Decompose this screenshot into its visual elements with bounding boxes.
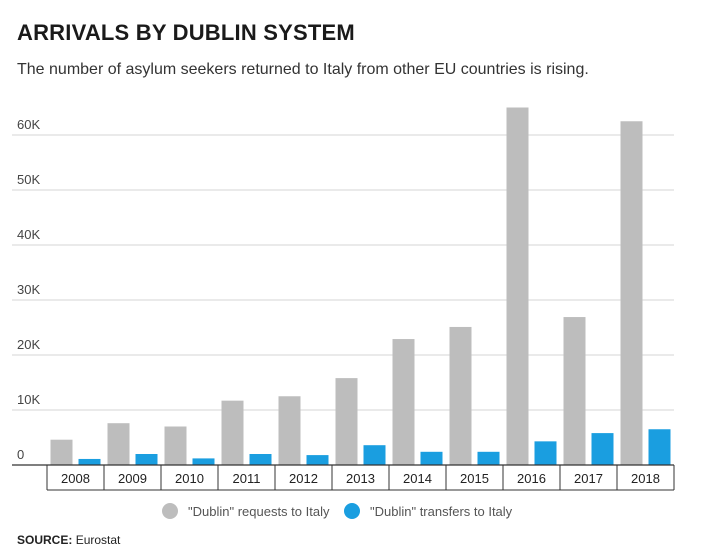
transfer-bar-2011	[249, 454, 272, 465]
request-bar-2017	[563, 317, 586, 465]
transfer-bar-2018	[648, 429, 671, 465]
x-tick-label: 2017	[574, 471, 603, 486]
x-tick-label: 2011	[233, 471, 261, 486]
bars	[50, 107, 671, 465]
request-bar-2011	[221, 400, 244, 465]
legend-label-transfers: "Dublin" transfers to Italy	[370, 504, 513, 519]
y-tick-label: 30K	[17, 282, 40, 297]
transfer-bar-2013	[363, 445, 386, 465]
request-bar-2018	[620, 121, 643, 465]
request-bar-2008	[50, 439, 73, 465]
source-note: SOURCE: Eurostat	[17, 533, 120, 547]
x-tick-label: 2012	[289, 471, 318, 486]
request-bar-2015	[449, 326, 472, 465]
legend: "Dublin" requests to Italy "Dublin" trans…	[162, 503, 513, 519]
chart-subtitle: The number of asylum seekers returned to…	[17, 61, 589, 78]
request-bar-2014	[392, 339, 415, 465]
transfer-bar-2009	[135, 454, 158, 465]
transfer-bar-2012	[306, 455, 329, 465]
y-tick-label: 20K	[17, 337, 40, 352]
request-bar-2010	[164, 426, 187, 465]
bar-chart: 0 10K 20K 30K 40K 50K 60K 2008 2009 2010 2011 2012…	[12, 107, 675, 519]
legend-label-requests: "Dublin" requests to Italy	[188, 504, 330, 519]
x-tick-label: 2015	[460, 471, 489, 486]
x-tick-label: 2009	[118, 471, 147, 486]
y-tick-label: 50K	[17, 172, 40, 187]
y-tick-label: 10K	[17, 392, 40, 407]
transfer-bar-2014	[420, 451, 443, 465]
transfer-bar-2008	[78, 458, 101, 465]
request-bar-2009	[107, 423, 130, 465]
legend-marker-transfers	[344, 503, 360, 519]
x-tick-label: 2010	[175, 471, 204, 486]
x-tick-label: 2008	[61, 471, 90, 486]
y-tick-label: 0	[17, 447, 24, 462]
request-bar-2013	[335, 378, 358, 465]
transfer-bar-2015	[477, 451, 500, 465]
x-tick-label: 2013	[346, 471, 375, 486]
x-axis: 2008 2009 2010 2011 2012 2013 2014 2015 2016 2017…	[12, 464, 675, 491]
request-bar-2012	[278, 396, 301, 465]
y-tick-label: 40K	[17, 227, 40, 242]
source-text: Eurostat	[75, 533, 121, 547]
x-tick-label: 2014	[403, 471, 432, 486]
source-label: SOURCE:	[17, 533, 73, 547]
x-tick-label: 2016	[517, 471, 546, 486]
x-tick-label: 2018	[631, 471, 660, 486]
chart-title: ARRIVALS BY DUBLIN SYSTEM	[17, 20, 355, 45]
transfer-bar-2017	[591, 433, 614, 465]
transfer-bar-2016	[534, 441, 557, 465]
request-bar-2016	[506, 107, 529, 465]
transfer-bar-2010	[192, 458, 215, 465]
legend-marker-requests	[162, 503, 178, 519]
y-tick-label: 60K	[17, 117, 40, 132]
